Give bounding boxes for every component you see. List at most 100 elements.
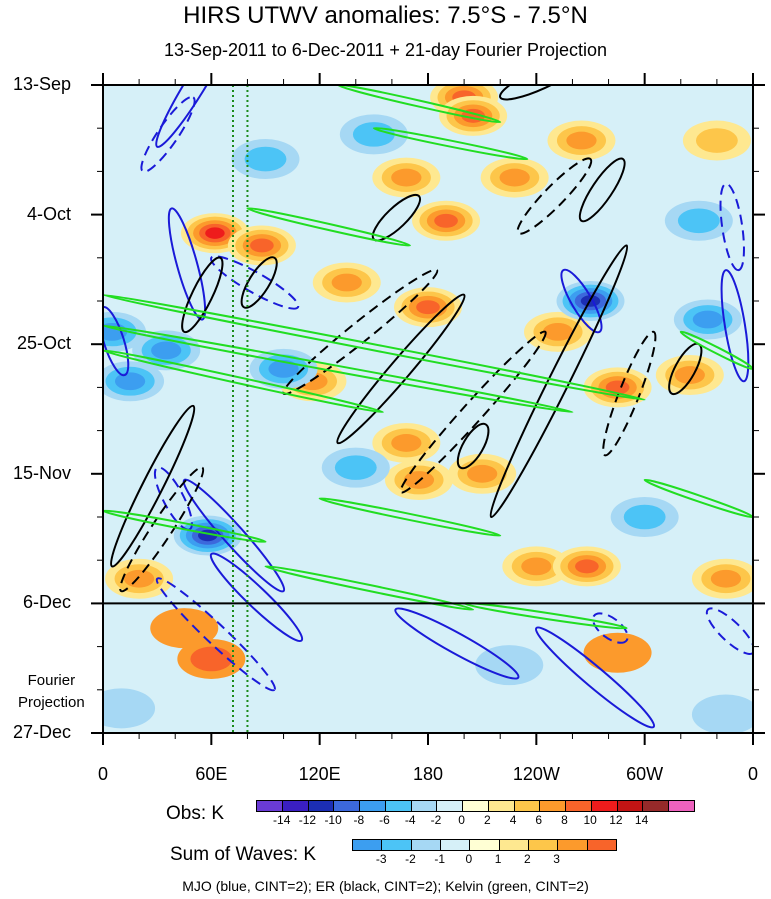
warm-anomaly (391, 434, 422, 452)
cold-anomaly (268, 359, 299, 378)
cold-anomaly (692, 310, 723, 329)
colorbar-tick-label: 1 (494, 852, 502, 866)
chart-subtitle: 13-Sep-2011 to 6-Dec-2011 + 21-day Fouri… (163, 40, 608, 60)
mjo-contour (394, 607, 520, 680)
colorbar-swatch (437, 801, 464, 811)
colorbar-swatch (411, 801, 438, 811)
legend-observed-colorbar (256, 800, 695, 812)
y-tick-label: 13-Sep (12, 74, 71, 94)
warm-anomaly (521, 557, 552, 576)
y-tick-label: 25-Oct (16, 333, 71, 354)
colorbar-tick-label: -10 (324, 813, 342, 827)
colorbar-tick-label: 4 (509, 813, 517, 827)
projection-label-line2: Projection (18, 694, 85, 711)
colorbar-swatch (334, 801, 361, 811)
er-contour (240, 256, 278, 309)
colorbar-swatch (470, 840, 500, 850)
mjo-contour (155, 577, 276, 692)
x-tick-label: 0 (747, 764, 759, 784)
colorbar-tick-label: -1 (434, 852, 445, 866)
contour-legend-note: MJO (blue, CINT=2); ER (black, CINT=2); … (182, 878, 589, 894)
mjo-contour (719, 182, 745, 272)
colorbar-swatch (617, 801, 644, 811)
colorbar-swatch (411, 840, 441, 850)
colorbar-tick-label: -12 (298, 813, 317, 827)
er-contour (578, 157, 626, 223)
y-tick-label: 27-Dec (12, 722, 71, 742)
kelvin-contour (264, 565, 475, 611)
mjo-contour (720, 269, 750, 383)
colorbar-swatch (540, 801, 567, 811)
warm-anomaly (695, 128, 738, 153)
colorbar-tick-label: -2 (430, 813, 442, 827)
colorbar-swatch (514, 801, 541, 811)
colorbar-swatch (440, 840, 471, 850)
colorbar-swatch (382, 840, 412, 850)
colorbar-tick-label: 2 (523, 852, 531, 866)
colorbar-swatch (360, 801, 386, 811)
colorbar-tick-label: 3 (553, 852, 560, 866)
colorbar-tick-label: 6 (535, 813, 543, 827)
er-contour (110, 404, 196, 568)
x-tick-label: 120E (298, 764, 341, 784)
legend-sum-colorbar (352, 839, 617, 851)
colorbar-swatch (528, 840, 559, 850)
colorbar-tick-label: 0 (465, 852, 473, 866)
cold-anomaly (114, 372, 146, 391)
kelvin-contour (103, 509, 267, 543)
colorbar-swatch (558, 840, 588, 850)
mjo-contour (140, 95, 196, 173)
warm-anomaly (710, 569, 742, 588)
axes (91, 73, 765, 745)
warm-anomaly (391, 168, 422, 187)
warm-anomaly (331, 273, 362, 292)
colorbar-swatch (257, 801, 283, 811)
warm-anomaly (124, 569, 155, 588)
colorbar-tick-label: -8 (353, 813, 365, 827)
colorbar-tick-label: 10 (583, 813, 597, 827)
er-contour (516, 157, 593, 235)
x-tick-label: 180 (412, 764, 444, 784)
colorbar-tick-label: -3 (375, 852, 387, 866)
kelvin-contour (336, 85, 502, 124)
projection-label-line1: Fourier (27, 672, 76, 689)
projected-warm-anomaly (190, 646, 233, 672)
kelvin-contour (318, 497, 502, 537)
er-contour (456, 422, 490, 470)
y-tick-label: 15-Nov (12, 462, 71, 483)
y-tick-label: 4-Oct (26, 203, 71, 224)
legend-sum-title: Sum of Waves: K (170, 844, 317, 865)
kelvin-contour (103, 293, 646, 401)
er-contour (602, 330, 657, 457)
er-contour (399, 330, 547, 494)
colorbar-swatch (587, 840, 616, 850)
er-contour (181, 256, 224, 334)
er-contour (489, 244, 629, 519)
mjo-contour (210, 255, 300, 310)
kelvin-contour (372, 126, 529, 161)
colorbar-swatch (308, 801, 335, 811)
chart-title: HIRS UTWV anomalies: 7.5°S - 7.5°N (183, 2, 588, 29)
warm-anomaly (467, 464, 498, 483)
colorbar-tick-label: -6 (379, 813, 390, 827)
colorbar-tick-label: -2 (405, 852, 416, 866)
colorbar-swatch (282, 801, 309, 811)
legend-observed-title: Obs: K (166, 803, 225, 824)
er-contour (499, 85, 583, 101)
mjo-contour (167, 207, 207, 321)
mjo-contour (182, 478, 286, 593)
x-tick-label: 60W (626, 764, 664, 784)
colorbar-swatch (591, 801, 618, 811)
x-tick-label: 60E (195, 764, 228, 784)
warm-anomaly (416, 300, 440, 315)
warm-anomaly (434, 213, 458, 228)
cold-anomaly (334, 455, 377, 480)
colorbar-tick-label: 12 (609, 813, 623, 827)
er-contour (336, 293, 466, 445)
mjo-contour (155, 85, 235, 148)
colorbar-tick-label: -14 (273, 813, 291, 827)
colorbar-tick-label: 8 (561, 813, 568, 827)
warm-anomaly (499, 168, 530, 187)
colorbar-swatch (499, 840, 529, 850)
